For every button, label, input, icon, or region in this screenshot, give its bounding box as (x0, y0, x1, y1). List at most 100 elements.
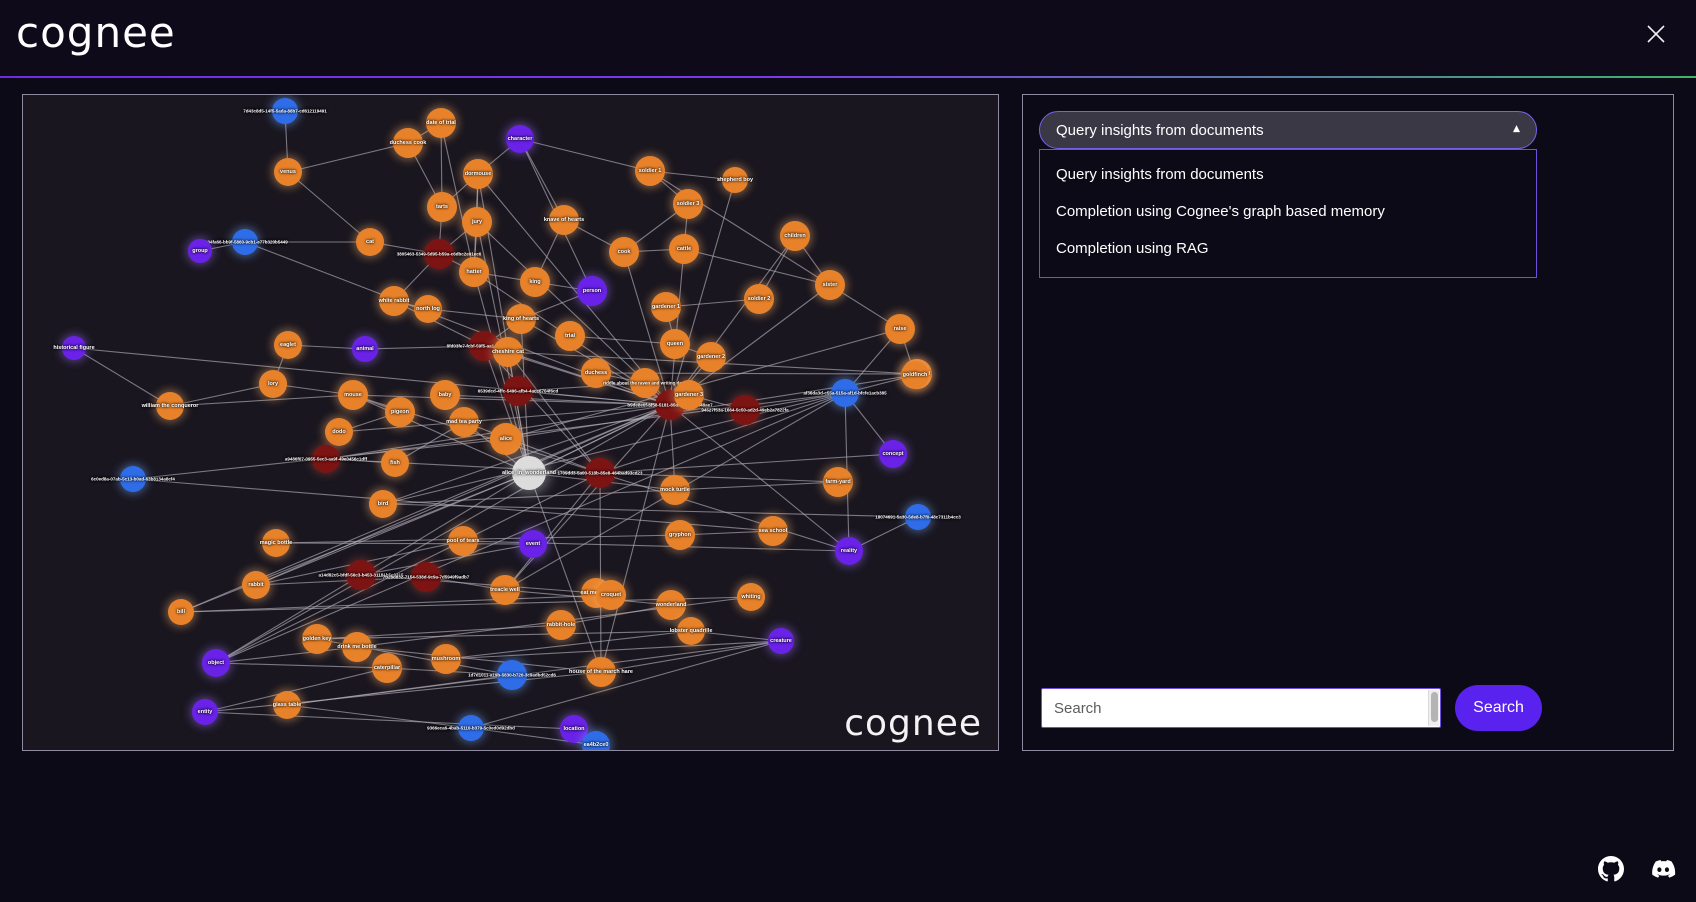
github-icon[interactable] (1598, 856, 1624, 887)
graph-node[interactable]: tarts (427, 192, 457, 222)
graph-node[interactable]: duchess cook (390, 128, 426, 158)
graph-node[interactable]: gardener 2 (696, 342, 726, 372)
graph-node[interactable]: drink me bottle (337, 632, 377, 662)
graph-node[interactable]: baby (430, 380, 460, 410)
graph-node[interactable]: croquet (596, 580, 626, 610)
search-type-dropdown-menu[interactable]: Query insights from documents Completion… (1039, 149, 1537, 278)
graph-visualization-panel[interactable]: 7d43c8d5-14f5-5ada-88b7-cd612119491 date … (22, 94, 999, 751)
graph-node[interactable]: mad tea party (446, 407, 482, 437)
graph-node[interactable]: mock turtle (660, 475, 690, 505)
search-input[interactable] (1041, 688, 1441, 728)
graph-node[interactable]: knave of hearts (544, 205, 584, 235)
graph-node[interactable]: date of trial (426, 108, 456, 138)
graph-node[interactable]: event (519, 530, 547, 558)
graph-node[interactable]: animal (352, 336, 378, 362)
graph-nodes[interactable]: 7d43c8d5-14f5-5ada-88b7-cd612119491 date … (23, 95, 998, 750)
graph-node[interactable]: venus (274, 158, 302, 186)
graph-node[interactable]: raise (885, 314, 915, 344)
graph-node[interactable]: glass table (273, 691, 301, 719)
dropdown-option-completion-rag[interactable]: Completion using RAG (1056, 240, 1209, 257)
graph-node[interactable]: lory (259, 370, 287, 398)
graph-node[interactable]: ea4b2ce0 (582, 731, 610, 750)
graph-node[interactable]: cook (609, 237, 639, 267)
graph-node[interactable]: eaglet (274, 331, 302, 359)
graph-node[interactable]: wonderland (656, 590, 686, 620)
graph-node[interactable]: alice (490, 423, 522, 455)
graph-node[interactable]: soldier 2 (744, 284, 774, 314)
graph-node[interactable]: gryphon (665, 520, 695, 550)
graph-node[interactable]: alice_in_wonderland (502, 456, 556, 490)
graph-node[interactable]: 18074691-5a30-5de8-b7f0-48c7311b4cc3 (875, 504, 961, 530)
graph-node[interactable]: sea school (758, 516, 788, 546)
graph-node[interactable]: bird (369, 490, 397, 518)
graph-node[interactable]: soldier 1 (635, 156, 665, 186)
close-icon[interactable] (1636, 14, 1676, 54)
graph-node[interactable]: gardener 1 (651, 292, 681, 322)
graph-node[interactable]: 7b28d832-7154-538d-9c9a-7d5949f9adb7 (383, 562, 469, 592)
graph-node[interactable]: riddle about the raven and writing desk (603, 368, 687, 398)
graph-node[interactable]: king (520, 267, 550, 297)
graph-node[interactable]: 6539dcd-4ffc-5496-afb4-4acc6704f6cd (478, 376, 558, 406)
graph-node[interactable]: goldfinch (901, 361, 929, 389)
search-button[interactable]: Search (1455, 685, 1542, 731)
search-type-select[interactable]: Query insights from documents ▾ (1039, 111, 1537, 149)
graph-node[interactable]: 1d7d1011-a19b-5830-b720-3c9adbd52cd6 (468, 660, 556, 690)
graph-node[interactable]: treacle well (490, 575, 520, 605)
graph-node[interactable]: rabbit (242, 571, 270, 599)
graph-node[interactable]: queen (660, 329, 690, 359)
graph-node[interactable]: object (202, 649, 230, 677)
graph-node[interactable]: trial (555, 321, 585, 351)
graph-node[interactable]: historical figure (53, 336, 95, 360)
graph-node[interactable]: duchess (581, 358, 611, 388)
graph-node[interactable]: king of hearts (503, 304, 539, 334)
graph-node[interactable]: pool of tears (446, 526, 480, 556)
graph-node[interactable]: mushroom (431, 644, 461, 674)
graph-node[interactable]: house of the march hare (569, 657, 633, 687)
graph-node[interactable]: 7d43c8d5-14f5-5ada-88b7-cd612119491 (243, 98, 327, 124)
graph-node[interactable]: caterpillar (372, 653, 402, 683)
graph-node[interactable]: bill (168, 599, 194, 625)
graph-node[interactable]: cheshire cat (492, 337, 524, 367)
graph-node[interactable]: mouse (338, 380, 368, 410)
graph-node[interactable]: dodo (325, 418, 353, 446)
graph-node[interactable]: farm-yard (823, 467, 853, 497)
graph-node[interactable]: concept (879, 440, 907, 468)
graph-node[interactable]: character (506, 125, 534, 153)
graph-node[interactable]: sister (815, 270, 845, 300)
graph-node[interactable]: creature (768, 628, 794, 654)
graph-node[interactable]: magic bottle (260, 529, 292, 557)
graph-node[interactable]: jury (462, 207, 492, 237)
graph-node[interactable]: a14d82c5-bfdf-56c3-b453-31181b5c0315 (318, 560, 404, 590)
graph-node[interactable]: reality (835, 537, 863, 565)
graph-node[interactable]: rabbit-hole (546, 610, 576, 640)
graph-node[interactable]: b104fa66-bb9f-5860-9cb1-e77b320b5449 (202, 229, 288, 255)
graph-node[interactable]: shepherd boy (717, 167, 753, 193)
graph-node[interactable]: 94527f53a-1664-5c50-ad2d-49eb2a7822fa (701, 395, 789, 425)
graph-node[interactable]: cattle (669, 234, 699, 264)
graph-node[interactable]: pigeon (385, 397, 415, 427)
search-input-scrollbar[interactable] (1428, 690, 1439, 726)
graph-node[interactable]: gardener 3 (674, 380, 704, 410)
graph-node[interactable]: fish (381, 449, 409, 477)
graph-node[interactable]: whiting (737, 583, 765, 611)
graph-node[interactable]: entity (192, 699, 218, 725)
graph-node[interactable]: a9486f07-0955-5ec3-aa9f-49e0456c1dff (285, 445, 367, 473)
dropdown-option-query-insights[interactable]: Query insights from documents (1056, 166, 1264, 183)
graph-node[interactable]: person (577, 276, 607, 306)
graph-node[interactable]: north log (414, 295, 442, 323)
graph-node[interactable]: 3805463-5349-5d95-b59a-c6dbc2e91ec6 (397, 239, 481, 269)
graph-node[interactable]: 9366eca6-4bab-5110-b379-5c0ed0d92dbd (427, 715, 515, 741)
graph-node[interactable]: cat (356, 228, 384, 256)
graph-node[interactable]: 6c0ed8a-07ab-5c13-b0ad-63b8134a8cf4 (91, 466, 175, 492)
graph-node[interactable]: william the conqueror (142, 392, 198, 420)
graph-node[interactable]: group (188, 239, 212, 263)
graph-node[interactable]: 1709dd3-5a00-518b-85e8-464bad93cd23 (557, 458, 643, 488)
graph-node[interactable]: af36da3d-c55a-515a-af1d-bfcfe1acb385 (803, 379, 887, 407)
graph-node[interactable]: children (780, 221, 810, 251)
graph-node[interactable]: golden key (302, 624, 332, 654)
graph-node[interactable]: dormouse (463, 159, 493, 189)
graph-node[interactable]: white rabbit (379, 286, 409, 316)
graph-node[interactable]: soldier 3 (673, 189, 703, 219)
discord-icon[interactable] (1648, 855, 1676, 888)
dropdown-option-completion-graph-memory[interactable]: Completion using Cognee's graph based me… (1056, 203, 1385, 220)
